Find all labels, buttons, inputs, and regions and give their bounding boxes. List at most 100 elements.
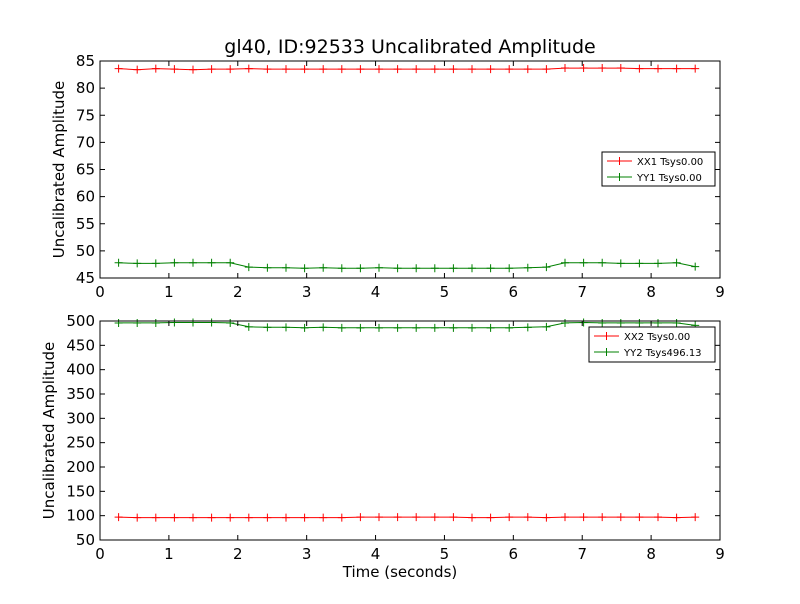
data-point-marker	[356, 65, 365, 74]
data-point-marker	[114, 258, 123, 267]
y-tick-label: 70	[76, 133, 95, 151]
legend-label-1: XX2 Tsys0.00	[624, 332, 690, 343]
data-point-marker	[189, 318, 197, 327]
data-point-marker	[300, 264, 309, 273]
data-point-marker	[486, 65, 495, 74]
x-tick-label: 6	[509, 545, 519, 563]
data-point-marker	[654, 318, 662, 327]
data-point-marker	[114, 318, 123, 327]
y-tick-label: 150	[66, 482, 95, 500]
legend-box	[601, 151, 716, 187]
x-tick-label: 5	[440, 545, 450, 563]
data-point-marker	[523, 263, 532, 272]
data-point-marker	[226, 318, 235, 327]
data-point-marker	[468, 323, 476, 332]
x-tick-label: 4	[371, 283, 381, 301]
data-point-marker	[468, 513, 476, 522]
y-tick-label: 50	[76, 531, 95, 549]
data-point-marker	[393, 65, 402, 74]
data-point-marker	[393, 323, 402, 332]
data-point-marker	[337, 264, 346, 273]
data-point-marker	[263, 323, 272, 332]
data-point-marker	[244, 64, 253, 73]
data-point-marker	[282, 513, 290, 522]
data-point-marker	[542, 322, 551, 331]
y-axis-label: Uncalibrated Amplitude	[40, 342, 58, 519]
data-point-marker	[226, 258, 235, 267]
x-tick-label: 7	[577, 283, 587, 301]
data-point-marker	[226, 513, 235, 522]
x-tick-label: 7	[577, 545, 587, 563]
y-tick-label: 55	[76, 215, 95, 233]
plot-frame	[99, 320, 721, 541]
data-point-marker	[672, 513, 681, 522]
data-point-marker	[561, 318, 569, 327]
data-point-marker	[300, 513, 309, 522]
data-point-marker	[672, 318, 681, 327]
data-point-marker	[170, 513, 179, 522]
data-point-marker	[226, 65, 235, 74]
data-point-marker	[598, 258, 607, 267]
data-point-marker	[523, 65, 532, 74]
data-point-marker	[356, 513, 365, 522]
x-tick-label: 8	[646, 283, 656, 301]
data-point-marker	[561, 258, 569, 267]
data-point-marker	[375, 323, 383, 332]
x-tick-label: 6	[509, 283, 519, 301]
data-point-marker	[542, 513, 551, 522]
data-point-marker	[505, 264, 514, 273]
data-point-marker	[133, 513, 142, 522]
y-tick-label: 450	[66, 336, 95, 354]
figure-title: gl40, ID:92533 Uncalibrated Amplitude	[224, 36, 595, 58]
data-point-marker	[393, 264, 402, 273]
x-tick-label: 1	[164, 283, 174, 301]
x-tick-label: 4	[371, 545, 381, 563]
data-point-marker	[430, 323, 439, 332]
data-point-marker	[263, 65, 272, 74]
y-tick-label: 100	[66, 507, 95, 525]
data-point-marker	[449, 264, 458, 273]
data-point-marker	[672, 258, 681, 267]
data-point-marker	[654, 259, 662, 268]
data-point-marker	[133, 259, 142, 268]
data-point-marker	[635, 513, 644, 522]
data-point-marker	[672, 64, 681, 73]
y-tick-label: 80	[76, 79, 95, 97]
x-tick-label: 5	[440, 283, 450, 301]
data-point-marker	[486, 323, 495, 332]
data-point-marker	[579, 258, 588, 267]
chart-panel-2: 0 1 2 3 4 5 6 7 8 9 50 100 150 200 250 300 350 400 450 500 U…	[40, 312, 725, 581]
data-point-marker	[505, 323, 514, 332]
data-point-marker	[319, 513, 328, 522]
data-point-marker	[375, 65, 383, 74]
y-tick-label: 85	[76, 52, 95, 70]
data-point-marker	[133, 65, 142, 74]
data-point-marker	[263, 513, 272, 522]
x-tick-label: 3	[302, 545, 312, 563]
y-tick-label: 75	[76, 106, 95, 124]
data-point-marker	[189, 65, 197, 74]
data-point-marker	[114, 513, 123, 522]
data-point-marker	[319, 263, 328, 272]
data-point-marker	[244, 513, 253, 522]
data-point-marker	[151, 513, 160, 522]
data-point-marker	[598, 64, 607, 73]
data-point-marker	[170, 65, 179, 74]
legend-label-2: YY2 Tsys496.13	[623, 348, 702, 359]
x-tick-label: 9	[715, 545, 725, 563]
data-point-marker	[468, 65, 476, 74]
data-point-marker	[114, 64, 123, 73]
data-point-marker	[616, 318, 625, 327]
legend: XX2 Tsys0.00 YY2 Tsys496.13	[588, 326, 716, 363]
data-point-marker	[654, 513, 662, 522]
data-point-marker	[319, 323, 328, 332]
data-point-marker	[412, 513, 421, 522]
x-axis-label: Time (seconds)	[342, 563, 458, 581]
y-tick-label: 200	[66, 458, 95, 476]
chart-panel-1: 0 1 2 3 4 5 6 7 8 9455055606570758085Uncalibrated…	[50, 52, 725, 301]
data-point-marker	[282, 65, 290, 74]
data-point-marker	[151, 64, 160, 73]
y-tick-label: 50	[76, 242, 95, 260]
y-tick-label: 250	[66, 434, 95, 452]
